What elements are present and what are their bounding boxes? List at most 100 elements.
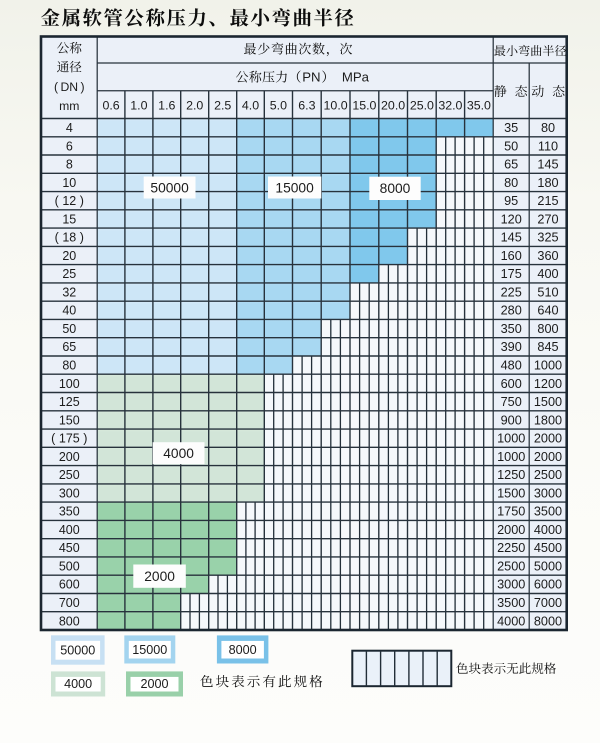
svg-text:8000: 8000	[380, 181, 411, 196]
svg-text:390: 390	[501, 340, 522, 354]
svg-text:2.5: 2.5	[214, 98, 231, 112]
svg-text:5.0: 5.0	[270, 98, 287, 112]
svg-text:mm: mm	[59, 99, 79, 113]
svg-text:40: 40	[62, 304, 76, 318]
svg-text:8: 8	[66, 158, 73, 172]
svg-text:20.0: 20.0	[381, 98, 405, 112]
svg-text:8000: 8000	[534, 614, 562, 628]
svg-text:1000: 1000	[534, 359, 562, 373]
svg-text:2000: 2000	[534, 450, 562, 464]
svg-text:480: 480	[501, 359, 522, 373]
svg-text:MPa: MPa	[342, 70, 370, 85]
svg-text:400: 400	[59, 523, 80, 537]
svg-text:600: 600	[59, 578, 80, 592]
svg-text:2500: 2500	[497, 560, 525, 574]
svg-text:50: 50	[504, 139, 518, 153]
svg-text:2.0: 2.0	[186, 98, 203, 112]
svg-text:2000: 2000	[534, 432, 562, 446]
svg-text:3500: 3500	[534, 505, 562, 519]
svg-text:280: 280	[501, 304, 522, 318]
svg-text:2250: 2250	[497, 541, 525, 555]
svg-text:160: 160	[501, 249, 522, 263]
svg-text:175: 175	[501, 267, 522, 281]
svg-text:20: 20	[62, 249, 76, 263]
svg-text:400: 400	[537, 267, 558, 281]
svg-text:1750: 1750	[497, 505, 525, 519]
svg-text:1500: 1500	[497, 486, 525, 500]
svg-text:50: 50	[62, 322, 76, 336]
svg-text:200: 200	[59, 450, 80, 464]
svg-text:6: 6	[66, 139, 73, 153]
svg-text:145: 145	[501, 231, 522, 245]
svg-text:( 12 ): ( 12 )	[55, 194, 84, 208]
svg-text:800: 800	[59, 614, 80, 628]
svg-text:1000: 1000	[497, 450, 525, 464]
svg-text:80: 80	[504, 176, 518, 190]
svg-text:450: 450	[59, 541, 80, 555]
svg-text:PN: PN	[302, 70, 320, 85]
svg-text:600: 600	[501, 377, 522, 391]
svg-text:150: 150	[59, 413, 80, 427]
svg-text:900: 900	[501, 413, 522, 427]
svg-text:2000: 2000	[144, 569, 175, 584]
svg-text:15: 15	[62, 212, 76, 226]
svg-text:325: 325	[537, 231, 558, 245]
svg-text:270: 270	[537, 212, 558, 226]
svg-text:1800: 1800	[534, 413, 562, 427]
svg-text:15.0: 15.0	[352, 98, 376, 112]
svg-text:1200: 1200	[534, 377, 562, 391]
svg-text:180: 180	[537, 176, 558, 190]
svg-text:4: 4	[66, 121, 73, 135]
svg-text:35.0: 35.0	[467, 98, 491, 112]
svg-text:10: 10	[62, 176, 76, 190]
svg-text:1000: 1000	[497, 432, 525, 446]
svg-text:65: 65	[62, 340, 76, 354]
svg-text:4000: 4000	[497, 614, 525, 628]
svg-text:4500: 4500	[534, 541, 562, 555]
svg-text:95: 95	[504, 194, 518, 208]
svg-text:3500: 3500	[497, 596, 525, 610]
svg-text:2500: 2500	[534, 468, 562, 482]
svg-text:( 175 ): ( 175 )	[51, 432, 87, 446]
svg-text:800: 800	[537, 322, 558, 336]
svg-text:110: 110	[538, 139, 558, 153]
svg-text:845: 845	[537, 340, 558, 354]
svg-text:360: 360	[537, 249, 558, 263]
svg-text:1.6: 1.6	[158, 98, 175, 112]
svg-text:3000: 3000	[534, 486, 562, 500]
svg-text:100: 100	[59, 377, 80, 391]
svg-text:145: 145	[537, 158, 558, 172]
svg-text:2000: 2000	[140, 677, 168, 691]
svg-text:4000: 4000	[163, 446, 194, 461]
svg-text:1250: 1250	[497, 468, 525, 482]
svg-text:700: 700	[59, 596, 80, 610]
svg-text:6.3: 6.3	[298, 98, 315, 112]
svg-text:4000: 4000	[534, 523, 562, 537]
svg-text:215: 215	[537, 194, 558, 208]
svg-text:750: 750	[501, 395, 522, 409]
svg-text:350: 350	[59, 505, 80, 519]
svg-text:( DN ): ( DN )	[54, 80, 85, 94]
svg-text:( 18 ): ( 18 )	[55, 231, 84, 245]
svg-text:25: 25	[62, 267, 76, 281]
svg-text:7000: 7000	[534, 596, 562, 610]
svg-text:15000: 15000	[132, 643, 167, 657]
svg-text:50000: 50000	[150, 180, 189, 195]
svg-text:4.0: 4.0	[242, 98, 259, 112]
svg-text:4000: 4000	[64, 677, 92, 691]
svg-text:0.6: 0.6	[102, 98, 119, 112]
svg-text:15000: 15000	[275, 180, 314, 195]
svg-text:35: 35	[504, 121, 518, 135]
svg-text:2000: 2000	[497, 523, 525, 537]
svg-text:225: 225	[501, 285, 522, 299]
svg-text:32.0: 32.0	[438, 98, 462, 112]
svg-text:250: 250	[59, 468, 80, 482]
svg-text:3000: 3000	[497, 578, 525, 592]
svg-text:80: 80	[541, 121, 555, 135]
svg-text:640: 640	[537, 304, 558, 318]
svg-text:500: 500	[59, 560, 80, 574]
svg-text:300: 300	[59, 486, 80, 500]
svg-text:1.0: 1.0	[130, 98, 147, 112]
svg-text:5000: 5000	[534, 560, 562, 574]
svg-text:50000: 50000	[60, 643, 95, 657]
